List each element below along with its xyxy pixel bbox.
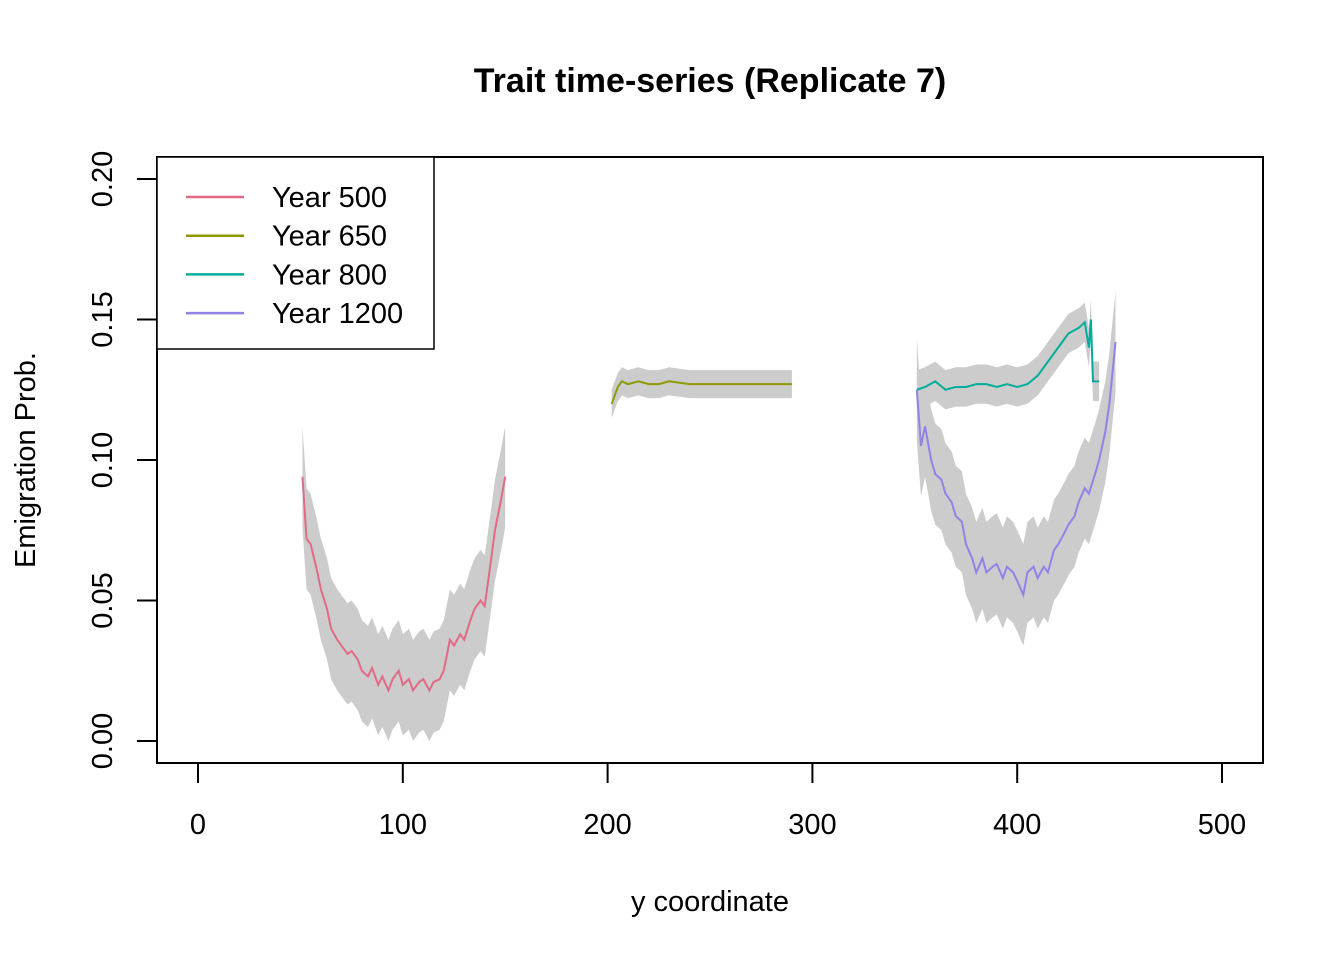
legend-label: Year 500 [272,182,387,214]
chart-title: Trait time-series (Replicate 7) [474,62,946,100]
band-year-500 [302,426,506,741]
y-tick-label: 0.15 [87,291,119,347]
band-year-800 [916,299,1100,410]
legend-box [156,156,435,350]
band-year-1200 [916,291,1116,646]
legend: Year 500 Year 650 Year 800 Year 1200 [156,156,435,350]
legend-label: Year 650 [272,221,387,253]
y-tick-label: 0.05 [87,572,119,628]
y-axis: 0.00 0.05 0.10 0.15 0.20 [87,151,158,769]
y-tick-label: 0.00 [87,713,119,769]
legend-label: Year 800 [272,259,387,291]
x-axis-title: y coordinate [631,886,789,918]
x-tick-label: 200 [583,809,631,841]
series-line-year-800 [916,319,1100,391]
x-tick-label: 0 [190,809,206,841]
x-tick-label: 400 [993,809,1041,841]
confidence-bands [302,291,1116,741]
series-line-year-1200 [915,341,1117,599]
band-year-650 [611,367,792,418]
x-tick-label: 300 [788,809,836,841]
y-tick-label: 0.20 [87,151,119,207]
x-axis: 0 100 200 300 400 500 [190,762,1246,841]
y-axis-title: Emigration Prob. [10,352,42,568]
y-tick-label: 0.10 [87,432,119,488]
series-lines [301,319,1117,694]
series-line-year-500 [301,476,507,694]
x-tick-label: 100 [379,809,427,841]
series-line-year-650 [610,380,792,405]
x-tick-label: 500 [1198,809,1246,841]
legend-label: Year 1200 [272,298,403,330]
